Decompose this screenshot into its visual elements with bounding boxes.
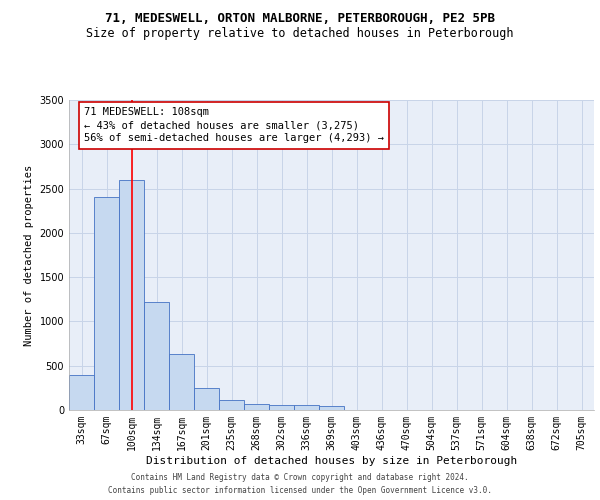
- Bar: [294, 405, 319, 410]
- Bar: [169, 354, 194, 410]
- Bar: [144, 302, 169, 410]
- Text: Contains public sector information licensed under the Open Government Licence v3: Contains public sector information licen…: [108, 486, 492, 495]
- Text: Contains HM Land Registry data © Crown copyright and database right 2024.: Contains HM Land Registry data © Crown c…: [131, 474, 469, 482]
- Text: 71, MEDESWELL, ORTON MALBORNE, PETERBOROUGH, PE2 5PB: 71, MEDESWELL, ORTON MALBORNE, PETERBORO…: [105, 12, 495, 26]
- Bar: [94, 198, 119, 410]
- Bar: [219, 400, 244, 410]
- Bar: [194, 388, 219, 410]
- Bar: [244, 404, 269, 410]
- X-axis label: Distribution of detached houses by size in Peterborough: Distribution of detached houses by size …: [146, 456, 517, 466]
- Y-axis label: Number of detached properties: Number of detached properties: [24, 164, 34, 346]
- Bar: [269, 404, 294, 410]
- Text: 71 MEDESWELL: 108sqm
← 43% of detached houses are smaller (3,275)
56% of semi-de: 71 MEDESWELL: 108sqm ← 43% of detached h…: [84, 107, 384, 144]
- Bar: [119, 180, 144, 410]
- Bar: [69, 376, 94, 410]
- Bar: [319, 406, 344, 410]
- Text: Size of property relative to detached houses in Peterborough: Size of property relative to detached ho…: [86, 28, 514, 40]
